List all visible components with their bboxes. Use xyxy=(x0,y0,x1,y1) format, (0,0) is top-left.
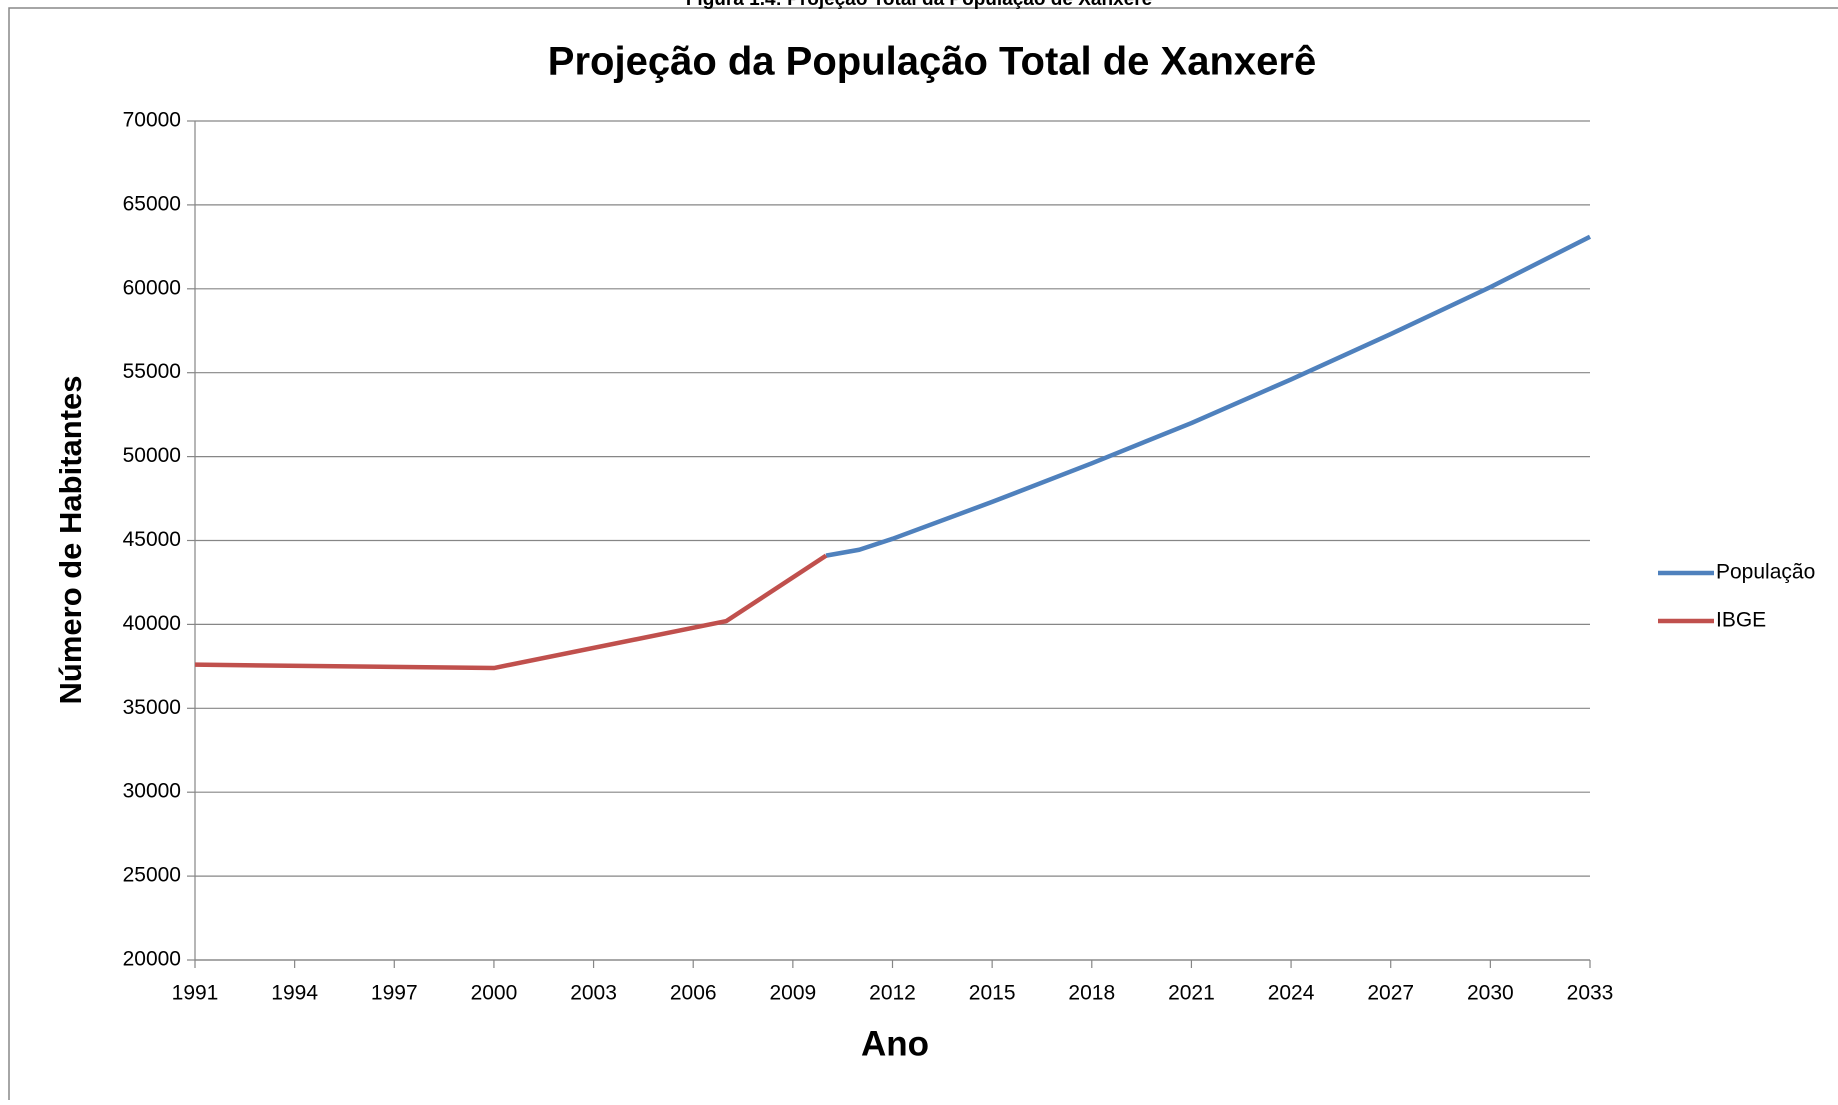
x-tick-label: 2027 xyxy=(1367,982,1414,1005)
y-tick-label: 40000 xyxy=(123,612,181,635)
x-tick-label: 1991 xyxy=(172,982,219,1005)
x-tick-label: 2012 xyxy=(869,982,916,1005)
x-tick-label: 1994 xyxy=(271,982,318,1005)
x-tick-label: 2003 xyxy=(570,982,617,1005)
x-tick-label: 2030 xyxy=(1467,982,1514,1005)
legend-label: População xyxy=(1716,561,1815,584)
x-tick-label: 2024 xyxy=(1268,982,1315,1005)
x-tick-label: 2006 xyxy=(670,982,717,1005)
y-tick-label: 65000 xyxy=(123,192,181,215)
x-tick-label: 1997 xyxy=(371,982,418,1005)
data-line xyxy=(194,553,828,671)
x-tick-label: 2009 xyxy=(769,982,816,1005)
y-axis-title: Número de Habitantes xyxy=(53,375,88,704)
legend-label: IBGE xyxy=(1716,609,1766,632)
y-tick-label: 30000 xyxy=(123,780,181,803)
y-tick-label: 55000 xyxy=(123,360,181,383)
y-tick-label: 45000 xyxy=(123,528,181,551)
x-tick-label: 2033 xyxy=(1567,982,1614,1005)
x-tick-label: 2000 xyxy=(471,982,518,1005)
y-tick-label: 25000 xyxy=(123,864,181,887)
y-tick-label: 60000 xyxy=(123,276,181,299)
y-tick-label: 50000 xyxy=(123,444,181,467)
figure-caption: Figura 1.4: Projeção Total da População … xyxy=(686,0,1152,10)
chart-frame xyxy=(8,7,1838,1105)
x-tick-label: 2018 xyxy=(1068,982,1115,1005)
data-line xyxy=(825,234,1592,558)
x-tick-label: 2021 xyxy=(1168,982,1215,1005)
x-tick-label: 2015 xyxy=(969,982,1016,1005)
y-tick-label: 70000 xyxy=(123,109,181,132)
y-tick-label: 35000 xyxy=(123,696,181,719)
y-tick-label: 20000 xyxy=(123,948,181,971)
chart-title: Projeção da População Total de Xanxerê xyxy=(548,40,1316,84)
x-axis-title: Ano xyxy=(861,1024,929,1063)
